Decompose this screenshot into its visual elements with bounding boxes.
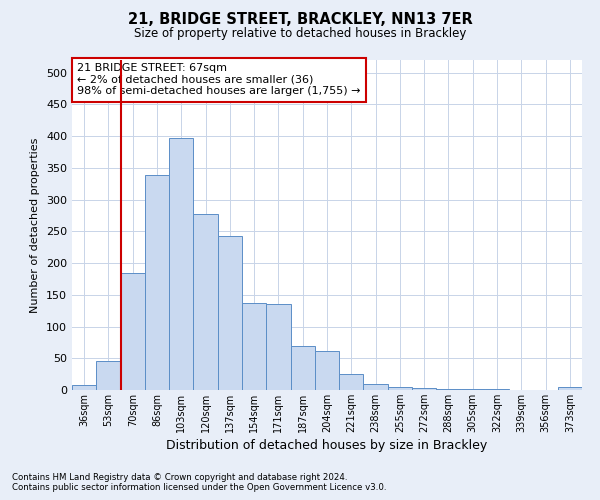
Bar — [72, 385, 96, 390]
Bar — [339, 374, 364, 390]
Text: Size of property relative to detached houses in Brackley: Size of property relative to detached ho… — [134, 28, 466, 40]
Text: 21, BRIDGE STREET, BRACKLEY, NN13 7ER: 21, BRIDGE STREET, BRACKLEY, NN13 7ER — [128, 12, 472, 28]
Text: Contains HM Land Registry data © Crown copyright and database right 2024.: Contains HM Land Registry data © Crown c… — [12, 474, 347, 482]
Bar — [266, 304, 290, 390]
Text: 21 BRIDGE STREET: 67sqm
← 2% of detached houses are smaller (36)
98% of semi-det: 21 BRIDGE STREET: 67sqm ← 2% of detached… — [77, 64, 361, 96]
Bar — [412, 388, 436, 390]
Bar — [96, 361, 121, 390]
Bar — [145, 176, 169, 390]
Text: Contains public sector information licensed under the Open Government Licence v3: Contains public sector information licen… — [12, 484, 386, 492]
Bar — [218, 236, 242, 390]
Y-axis label: Number of detached properties: Number of detached properties — [31, 138, 40, 312]
Bar — [436, 388, 461, 390]
Bar — [364, 384, 388, 390]
X-axis label: Distribution of detached houses by size in Brackley: Distribution of detached houses by size … — [166, 439, 488, 452]
Bar — [388, 387, 412, 390]
Bar — [242, 303, 266, 390]
Bar — [315, 350, 339, 390]
Bar — [193, 214, 218, 390]
Bar — [169, 138, 193, 390]
Bar — [290, 346, 315, 390]
Bar — [121, 272, 145, 390]
Bar — [558, 388, 582, 390]
